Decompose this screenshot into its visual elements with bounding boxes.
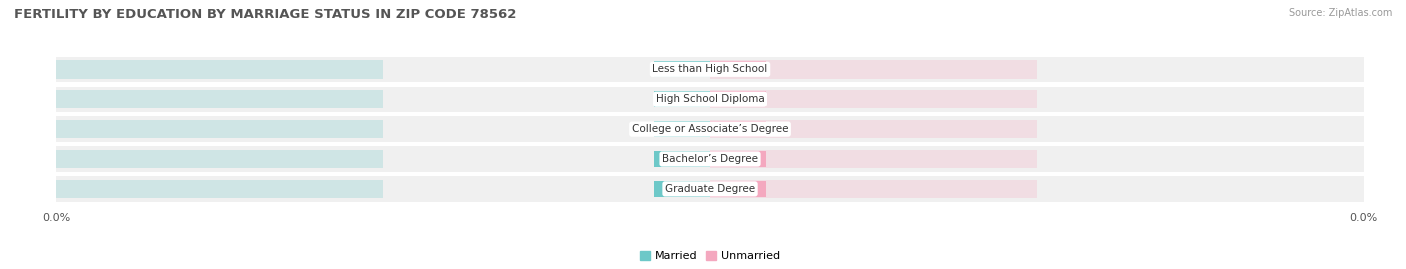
Bar xyxy=(56,150,382,168)
Text: 0.0%: 0.0% xyxy=(669,154,696,164)
Text: 0.0%: 0.0% xyxy=(724,154,751,164)
Bar xyxy=(56,116,1364,142)
Bar xyxy=(654,181,710,197)
Bar xyxy=(56,180,382,198)
Bar xyxy=(710,90,1038,108)
Text: FERTILITY BY EDUCATION BY MARRIAGE STATUS IN ZIP CODE 78562: FERTILITY BY EDUCATION BY MARRIAGE STATU… xyxy=(14,8,516,21)
Bar xyxy=(56,60,382,79)
Bar xyxy=(56,120,382,138)
Text: 0.0%: 0.0% xyxy=(724,64,751,74)
Bar xyxy=(56,176,1364,201)
Bar xyxy=(56,57,1364,82)
Bar xyxy=(710,150,1038,168)
Bar xyxy=(710,91,766,107)
Bar xyxy=(654,91,710,107)
Bar xyxy=(710,151,766,167)
Text: Less than High School: Less than High School xyxy=(652,64,768,74)
Bar xyxy=(710,120,1038,138)
Text: 0.0%: 0.0% xyxy=(669,184,696,194)
Text: Graduate Degree: Graduate Degree xyxy=(665,184,755,194)
Bar xyxy=(710,60,1038,79)
Legend: Married, Unmarried: Married, Unmarried xyxy=(636,246,785,266)
Bar xyxy=(710,181,766,197)
Bar xyxy=(654,61,710,77)
Bar xyxy=(710,180,1038,198)
Text: College or Associate’s Degree: College or Associate’s Degree xyxy=(631,124,789,134)
Bar xyxy=(56,146,1364,172)
Bar xyxy=(654,121,710,137)
Text: 0.0%: 0.0% xyxy=(724,94,751,104)
Bar xyxy=(654,151,710,167)
Bar xyxy=(56,87,1364,112)
Text: High School Diploma: High School Diploma xyxy=(655,94,765,104)
Text: Source: ZipAtlas.com: Source: ZipAtlas.com xyxy=(1288,8,1392,18)
Bar xyxy=(710,121,766,137)
Bar xyxy=(710,61,766,77)
Text: 0.0%: 0.0% xyxy=(669,94,696,104)
Text: 0.0%: 0.0% xyxy=(724,184,751,194)
Text: 0.0%: 0.0% xyxy=(669,64,696,74)
Text: Bachelor’s Degree: Bachelor’s Degree xyxy=(662,154,758,164)
Bar xyxy=(56,90,382,108)
Text: 0.0%: 0.0% xyxy=(724,124,751,134)
Text: 0.0%: 0.0% xyxy=(669,124,696,134)
